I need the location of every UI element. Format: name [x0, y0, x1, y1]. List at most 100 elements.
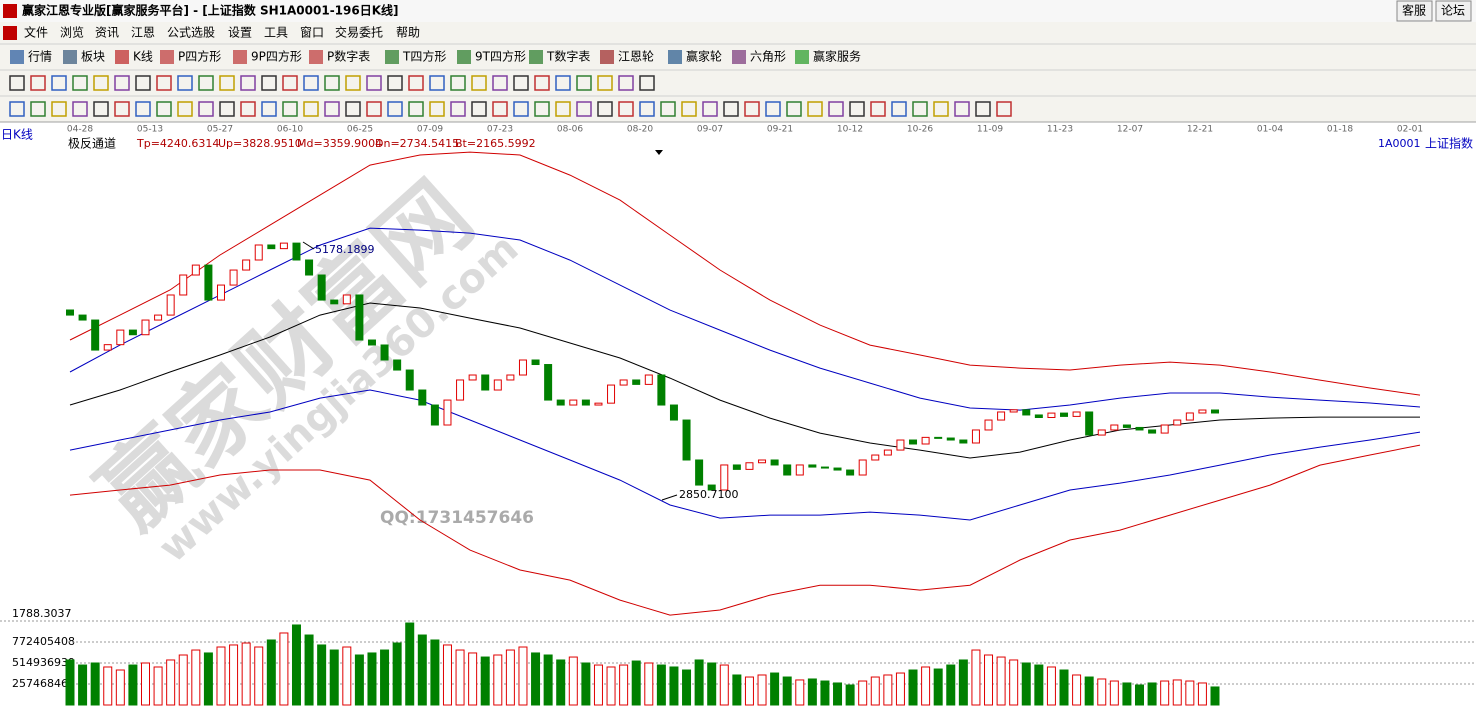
tool-icon[interactable] — [387, 75, 403, 91]
tool-icon[interactable] — [9, 75, 25, 91]
toolbar-item[interactable]: 六角形 — [750, 50, 786, 64]
tool-icon[interactable] — [681, 101, 697, 117]
toolbar-icon[interactable] — [732, 50, 746, 64]
tool-icon[interactable] — [786, 101, 802, 117]
toolbar-icon[interactable] — [795, 50, 809, 64]
toolbar-icon[interactable] — [233, 50, 247, 64]
toolbar-item[interactable]: 9T四方形 — [475, 49, 526, 64]
menu-item[interactable]: 浏览 — [60, 25, 84, 40]
tool-icon[interactable] — [261, 101, 277, 117]
tool-icon[interactable] — [261, 75, 277, 91]
button-frame[interactable] — [1435, 0, 1472, 22]
toolbar-icon[interactable] — [668, 50, 682, 64]
tool-icon[interactable] — [114, 101, 130, 117]
tool-icon[interactable] — [366, 101, 382, 117]
tool-icon[interactable] — [240, 75, 256, 91]
toolbar-icon[interactable] — [457, 50, 471, 64]
toolbar-item[interactable]: T数字表 — [546, 49, 590, 64]
toolbar-item[interactable]: P数字表 — [327, 49, 370, 64]
tool-icon[interactable] — [408, 101, 424, 117]
tool-icon[interactable] — [954, 101, 970, 117]
tool-icon[interactable] — [219, 101, 235, 117]
tool-icon[interactable] — [597, 75, 613, 91]
toolbar-item[interactable]: K线 — [133, 50, 153, 64]
tool-icon[interactable] — [534, 101, 550, 117]
menu-item[interactable]: 窗口 — [300, 26, 324, 40]
tool-icon[interactable] — [807, 101, 823, 117]
tool-icon[interactable] — [723, 101, 739, 117]
tool-icon[interactable] — [198, 101, 214, 117]
tool-icon[interactable] — [156, 101, 172, 117]
toolbar-item[interactable]: 赢家服务 — [813, 49, 861, 64]
tool-icon[interactable] — [9, 101, 25, 117]
tool-icon[interactable] — [156, 75, 172, 91]
tool-icon[interactable] — [240, 101, 256, 117]
toolbar-icon[interactable] — [529, 50, 543, 64]
tool-icon[interactable] — [135, 75, 151, 91]
tool-icon[interactable] — [30, 75, 46, 91]
tool-icon[interactable] — [408, 75, 424, 91]
toolbar-icon[interactable] — [115, 50, 129, 64]
title-button[interactable]: 论坛 — [1441, 4, 1465, 18]
tool-icon[interactable] — [891, 101, 907, 117]
tool-icon[interactable] — [282, 75, 298, 91]
tool-icon[interactable] — [30, 101, 46, 117]
tool-icon[interactable] — [471, 101, 487, 117]
menu-item[interactable]: 设置 — [228, 26, 252, 40]
tool-icon[interactable] — [429, 101, 445, 117]
tool-icon[interactable] — [450, 75, 466, 91]
tool-icon[interactable] — [51, 101, 67, 117]
tool-icon[interactable] — [639, 75, 655, 91]
toolbar-item[interactable]: 江恩轮 — [618, 50, 654, 64]
toolbar-icon[interactable] — [309, 50, 323, 64]
tool-icon[interactable] — [849, 101, 865, 117]
toolbar-icon[interactable] — [10, 50, 24, 64]
toolbar-item[interactable]: 板块 — [81, 50, 105, 64]
tool-icon[interactable] — [429, 75, 445, 91]
tool-icon[interactable] — [765, 101, 781, 117]
tool-icon[interactable] — [72, 101, 88, 117]
tool-icon[interactable] — [219, 75, 235, 91]
tool-icon[interactable] — [618, 101, 634, 117]
tool-icon[interactable] — [513, 101, 529, 117]
tool-icon[interactable] — [492, 101, 508, 117]
tool-icon[interactable] — [534, 75, 550, 91]
tool-icon[interactable] — [72, 75, 88, 91]
toolbar-icon[interactable] — [600, 50, 614, 64]
menu-item[interactable]: 帮助 — [396, 26, 420, 40]
tool-icon[interactable] — [828, 101, 844, 117]
tool-icon[interactable] — [366, 75, 382, 91]
tool-icon[interactable] — [345, 75, 361, 91]
menu-item[interactable]: 工具 — [264, 26, 288, 40]
tool-icon[interactable] — [933, 101, 949, 117]
tool-icon[interactable] — [471, 75, 487, 91]
menu-item[interactable]: 江恩 — [131, 26, 155, 40]
tool-icon[interactable] — [345, 101, 361, 117]
toolbar-icon[interactable] — [385, 50, 399, 64]
toolbar-item[interactable]: P四方形 — [178, 49, 221, 64]
tool-icon[interactable] — [702, 101, 718, 117]
title-button[interactable]: 客服 — [1402, 3, 1426, 18]
tool-icon[interactable] — [744, 101, 760, 117]
tool-icon[interactable] — [492, 75, 508, 91]
toolbar-item[interactable]: 行情 — [28, 50, 52, 64]
tool-icon[interactable] — [660, 101, 676, 117]
tool-icon[interactable] — [303, 101, 319, 117]
tool-icon[interactable] — [555, 101, 571, 117]
tool-icon[interactable] — [93, 75, 109, 91]
tool-icon[interactable] — [450, 101, 466, 117]
tool-icon[interactable] — [996, 101, 1012, 117]
tool-icon[interactable] — [303, 75, 319, 91]
toolbar-item[interactable]: 赢家轮 — [686, 49, 722, 64]
tool-icon[interactable] — [555, 75, 571, 91]
toolbar-icon[interactable] — [160, 50, 174, 64]
tool-icon[interactable] — [576, 101, 592, 117]
tool-icon[interactable] — [177, 101, 193, 117]
tool-icon[interactable] — [639, 101, 655, 117]
menu-item[interactable]: 交易委托 — [335, 25, 383, 40]
tool-icon[interactable] — [618, 75, 634, 91]
tool-icon[interactable] — [324, 75, 340, 91]
tool-icon[interactable] — [282, 101, 298, 117]
toolbar-item[interactable]: T四方形 — [402, 49, 446, 64]
menu-item[interactable]: 资讯 — [95, 26, 119, 40]
